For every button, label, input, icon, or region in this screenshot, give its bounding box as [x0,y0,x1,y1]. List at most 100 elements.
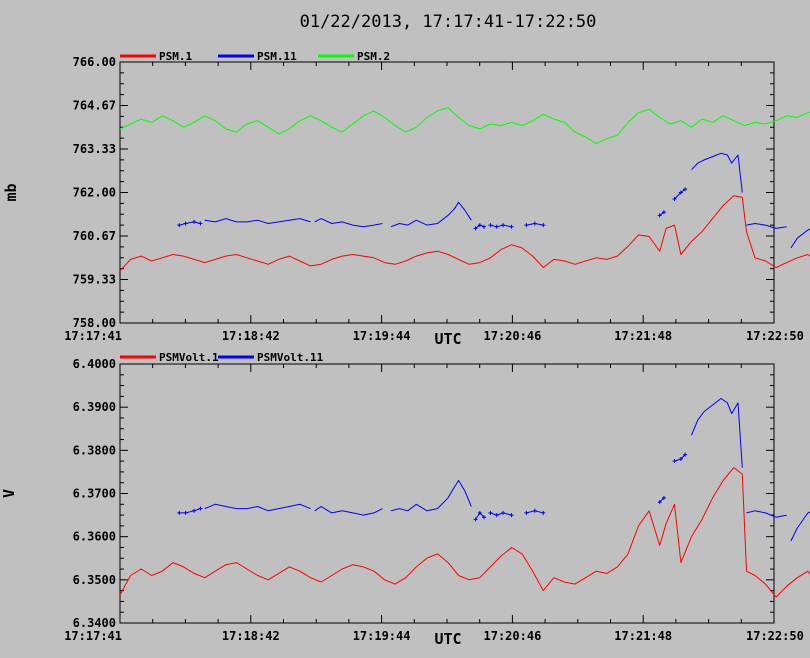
x-tick-label: 17:20:46 [484,329,542,343]
data-point-marker [541,223,546,228]
series-line [390,201,472,228]
data-point-marker [494,224,499,229]
chart-panels: 758.00 759.33 760.67 762.00 763.33 764.67 766.… [0,50,810,648]
data-point-marker [477,223,482,228]
data-point-marker [183,221,188,226]
legend-label: PSM.2 [357,50,390,63]
x-axis-label: UTC [434,330,461,348]
data-point-marker [532,508,537,513]
y-axis-label: mb [2,183,20,201]
series-line [119,195,810,272]
y-tick-label: 763.33 [73,142,116,156]
series-line [204,218,311,224]
series-line [674,188,686,200]
data-point-marker [177,510,182,515]
plot-frame [119,61,775,324]
y-tick-label: 6.3900 [73,400,116,414]
data-point-marker [683,452,688,457]
series-line [746,223,787,229]
x-tick-label: 17:17:41 [64,629,122,643]
series-line [179,508,201,514]
data-point-marker [482,224,487,229]
x-tick-label: 17:21:48 [614,329,672,343]
chart-panel-1: 6.3400 6.3500 6.3600 6.3700 6.3800 6.3900 6.40… [0,351,810,648]
series-line [119,107,810,145]
data-point-marker [509,513,514,518]
y-tick-label: 6.3400 [73,616,116,630]
data-point-marker [678,456,683,461]
chart-title: 01/22/2013, 17:17:41-17:22:50 [300,12,597,32]
series-line [490,224,512,228]
y-tick-label: 762.00 [73,186,116,200]
y-tick-label: 6.3600 [73,530,116,544]
y-tick-label: 759.33 [73,273,116,287]
y-tick-label: 760.67 [73,229,116,243]
x-tick-label: 17:21:48 [614,629,672,643]
legend-label: PSM.11 [257,50,297,63]
data-point-marker [501,510,506,515]
series-line [691,398,743,468]
chart-panel-0: 758.00 759.33 760.67 762.00 763.33 764.67 766.… [2,50,810,348]
data-point-marker [524,510,529,515]
x-tick-label: 17:18:42 [222,629,280,643]
data-point-marker [473,517,478,522]
data-point-marker [532,221,537,226]
data-point-marker [683,187,688,192]
data-point-marker [482,515,487,520]
series-line [314,506,383,516]
series-line [746,510,787,518]
x-tick-label: 17:19:44 [353,629,411,643]
data-point-marker [541,510,546,515]
data-point-marker [678,190,683,195]
data-point-marker [501,223,506,228]
x-tick-label: 17:20:46 [484,629,542,643]
series-line [790,228,810,249]
series-line [691,152,743,193]
series-line [674,454,686,462]
data-point-marker [672,459,677,464]
y-tick-label: 764.67 [73,99,116,113]
y-axis-label: V [0,489,18,498]
plot-frame [119,363,775,624]
series-line [390,480,472,512]
x-tick-label: 17:17:41 [64,329,122,343]
x-tick-label: 17:19:44 [353,329,411,343]
series-line [204,503,311,512]
y-tick-label: 758.00 [73,316,116,330]
series-line [179,221,201,226]
data-point-marker [661,210,666,215]
x-tick-label: 17:18:42 [222,329,280,343]
data-point-marker [177,223,182,228]
series-line [790,511,810,542]
y-tick-label: 766.00 [73,55,116,69]
data-point-marker [672,197,677,202]
series-line [119,467,810,598]
x-axis-label: UTC [434,630,461,648]
data-point-marker [657,500,662,505]
series-line [314,218,383,228]
data-point-marker [198,506,203,511]
legend-label: PSMVolt.1 [159,351,219,364]
y-tick-label: 6.3700 [73,487,116,501]
legend-label: PSM.1 [159,50,192,63]
data-point-marker [657,213,662,218]
series-line [490,512,512,516]
data-point-marker [192,508,197,513]
data-point-marker [488,510,493,515]
legend-label: PSMVolt.11 [257,351,324,364]
x-tick-label: 17:22:50 [746,629,804,643]
data-point-marker [192,219,197,224]
y-tick-label: 6.3800 [73,443,116,457]
data-point-marker [509,224,514,229]
data-point-marker [488,223,493,228]
series-line [659,497,665,503]
series-line [659,211,665,216]
y-tick-label: 6.4000 [73,357,116,371]
data-point-marker [477,510,482,515]
data-point-marker [661,495,666,500]
x-tick-label: 17:22:50 [746,329,804,343]
data-point-marker [473,226,478,231]
data-point-marker [198,221,203,226]
data-point-marker [494,513,499,518]
